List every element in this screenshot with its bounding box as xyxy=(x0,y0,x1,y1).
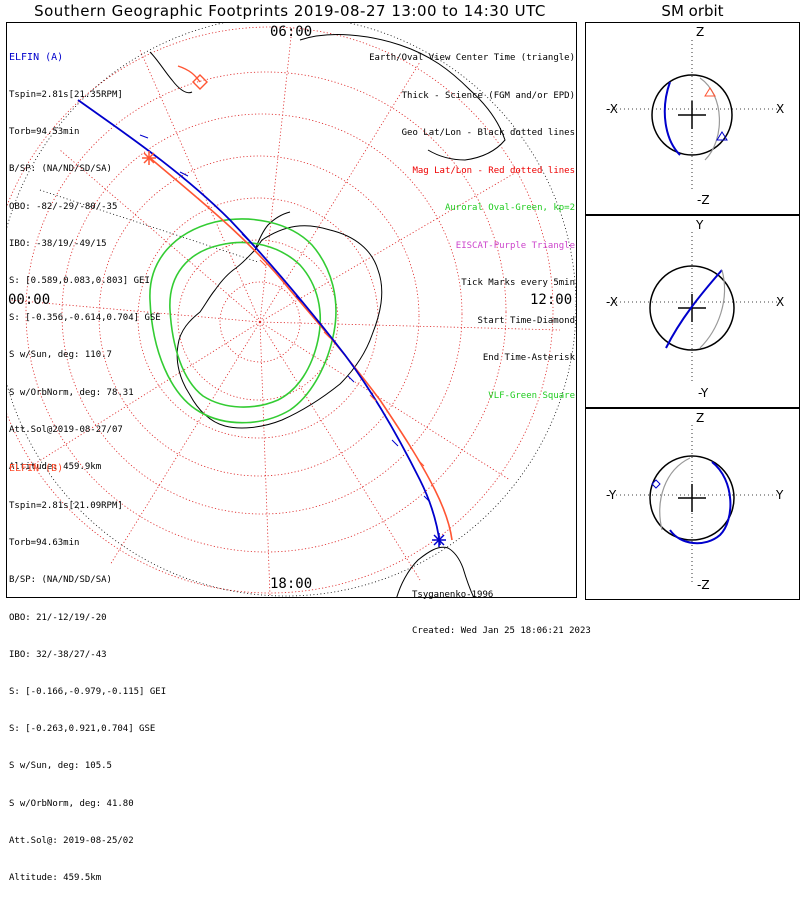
elfin-a-line: IBO: -38/19/-49/15 xyxy=(9,238,107,249)
antarctica-coastline xyxy=(176,225,383,429)
elfin-b-name: ELFIN (B) xyxy=(9,462,64,474)
elfin-a-line: S w/Sun, deg: 110.7 xyxy=(9,350,112,361)
elfin-a-ticks xyxy=(139,134,431,503)
clock-label-right: 12:00 xyxy=(530,292,573,308)
elfin-b-line: Torb=94.63min xyxy=(9,538,80,549)
south-america-coastline xyxy=(396,546,475,597)
created-timestamp: Created: Wed Jan 25 18:06:21 2023 xyxy=(412,626,591,636)
elfin-b-ticks xyxy=(197,197,425,467)
elfin-a-line: OBO: -82/-29/-80/-35 xyxy=(9,201,118,212)
orbit-xz-plot xyxy=(612,40,780,192)
orbit-panel-title: SM orbit xyxy=(661,2,724,20)
elfin-b-line: B/SP: (NA/ND/SD/SA) xyxy=(9,575,112,586)
legend: Earth/Oval View Center Time (triangle) T… xyxy=(369,27,575,427)
map-graphics xyxy=(7,23,780,597)
orbit-xy-plot xyxy=(612,232,780,384)
elfin-a-line: Torb=94.53min xyxy=(9,127,80,138)
orbit-yz-right-label: Y xyxy=(776,488,784,502)
elfin-a-end-asterisk xyxy=(432,533,446,547)
elfin-b-line: S: [-0.166,-0.979,-0.115] GEI xyxy=(9,687,167,698)
elfin-b-line: S: [-0.263,0.921,0.704] GSE xyxy=(9,724,156,735)
elfin-b-track xyxy=(149,65,453,541)
legend-item: Thick - Science (FGM and/or EPD) xyxy=(401,90,575,101)
orbit-yz-left-label: -Y xyxy=(606,488,617,502)
legend-item: Geo Lat/Lon - Black dotted lines xyxy=(401,128,575,138)
legend-item: Tick Marks every 5min xyxy=(461,278,575,288)
orbit-xz-bottom-label: -Z xyxy=(697,193,710,207)
orbit-yz-top-label: Z xyxy=(696,411,705,425)
elfin-b-line: S w/OrbNorm, deg: 41.80 xyxy=(9,798,134,809)
legend-item: EISCAT-Purple Triangle xyxy=(455,240,575,251)
clock-label-left: 00:00 xyxy=(8,292,51,308)
australia-coastline xyxy=(299,34,506,161)
orbit-xy-bottom-label: -Y xyxy=(698,386,709,400)
orbit-xz-top-label: Z xyxy=(696,25,705,39)
elfin-a-line: S: [0.589,0.083,0.803] GEI xyxy=(9,276,150,287)
clock-label-top: 06:00 xyxy=(270,24,313,40)
legend-item: End Time-Asterisk xyxy=(482,353,575,363)
orbit-yz-bottom-label: -Z xyxy=(697,578,710,592)
legend-item: Auroral Oval-Green, kp=2 xyxy=(444,203,575,213)
orbit-xy-left-label: -X xyxy=(606,295,618,309)
orbit-xy-right-label: X xyxy=(776,295,785,309)
model-name: Tsyganenko-1996 xyxy=(412,590,494,600)
elfin-a-info: ELFIN (A) Tspin=2.81s[21.35RPM] Torb=94.… xyxy=(9,27,161,486)
elfin-a-line: Altitude: 459.9km xyxy=(9,462,102,473)
orbit-xy-top-label: Y xyxy=(696,218,704,232)
elfin-a-name: ELFIN (A) xyxy=(9,51,64,63)
legend-item: Earth/Oval View Center Time (triangle) xyxy=(369,53,575,63)
elfin-b-line: OBO: 21/-12/19/-20 xyxy=(9,612,107,623)
elfin-b-start-diamond xyxy=(192,74,208,90)
elfin-b-line: IBO: 32/-38/27/-43 xyxy=(9,649,107,660)
antarctic-peninsula xyxy=(254,211,291,251)
elfin-a-line: S w/OrbNorm, deg: 78.31 xyxy=(9,387,134,398)
orbit-xz-left-label: -X xyxy=(606,102,618,116)
elfin-a-line: Att.Sol@2019-08-27/07 xyxy=(9,424,123,435)
elfin-b-line: S w/Sun, deg: 105.5 xyxy=(9,761,112,772)
orbit-yz-plot xyxy=(612,425,780,585)
auroral-ovals xyxy=(149,218,337,424)
legend-box: Earth/Oval View Center Time (triangle) T… xyxy=(369,27,575,401)
elfin-a-track xyxy=(77,99,441,546)
clock-label-bottom: 18:00 xyxy=(270,576,313,592)
elfin-b-line: Att.Sol@: 2019-08-25/02 xyxy=(9,835,134,846)
elfin-b-info: ELFIN (B) Tspin=2.81s[21.09RPM] Torb=94.… xyxy=(9,438,166,897)
legend-item: Start Time-Diamond xyxy=(477,315,575,326)
legend-item: VLF-Green Square xyxy=(488,390,575,401)
plot-title: Southern Geographic Footprints 2019-08-2… xyxy=(34,2,546,20)
map-frame xyxy=(6,22,577,598)
legend-item: Mag Lat/Lon - Red dotted lines xyxy=(412,165,575,176)
geo-lat-lon-lines xyxy=(7,23,576,597)
elfin-b-line: Tspin=2.81s[21.09RPM] xyxy=(9,501,123,512)
elfin-b-end-asterisk xyxy=(142,151,156,165)
new-zealand-coastline xyxy=(149,51,193,94)
elfin-a-line: Tspin=2.81s[21.35RPM] xyxy=(9,90,123,101)
elfin-b-line: Altitude: 459.5km xyxy=(9,873,102,884)
elfin-a-line: B/SP: (NA/ND/SD/SA) xyxy=(9,164,112,175)
elfin-a-line: S: [-0.356,-0.614,0.704] GSE xyxy=(9,313,161,324)
footer: Tsyganenko-1996 Created: Wed Jan 25 18:0… xyxy=(412,565,591,649)
mag-lon-lines xyxy=(9,27,561,597)
orbit-xz-right-label: X xyxy=(776,102,785,116)
